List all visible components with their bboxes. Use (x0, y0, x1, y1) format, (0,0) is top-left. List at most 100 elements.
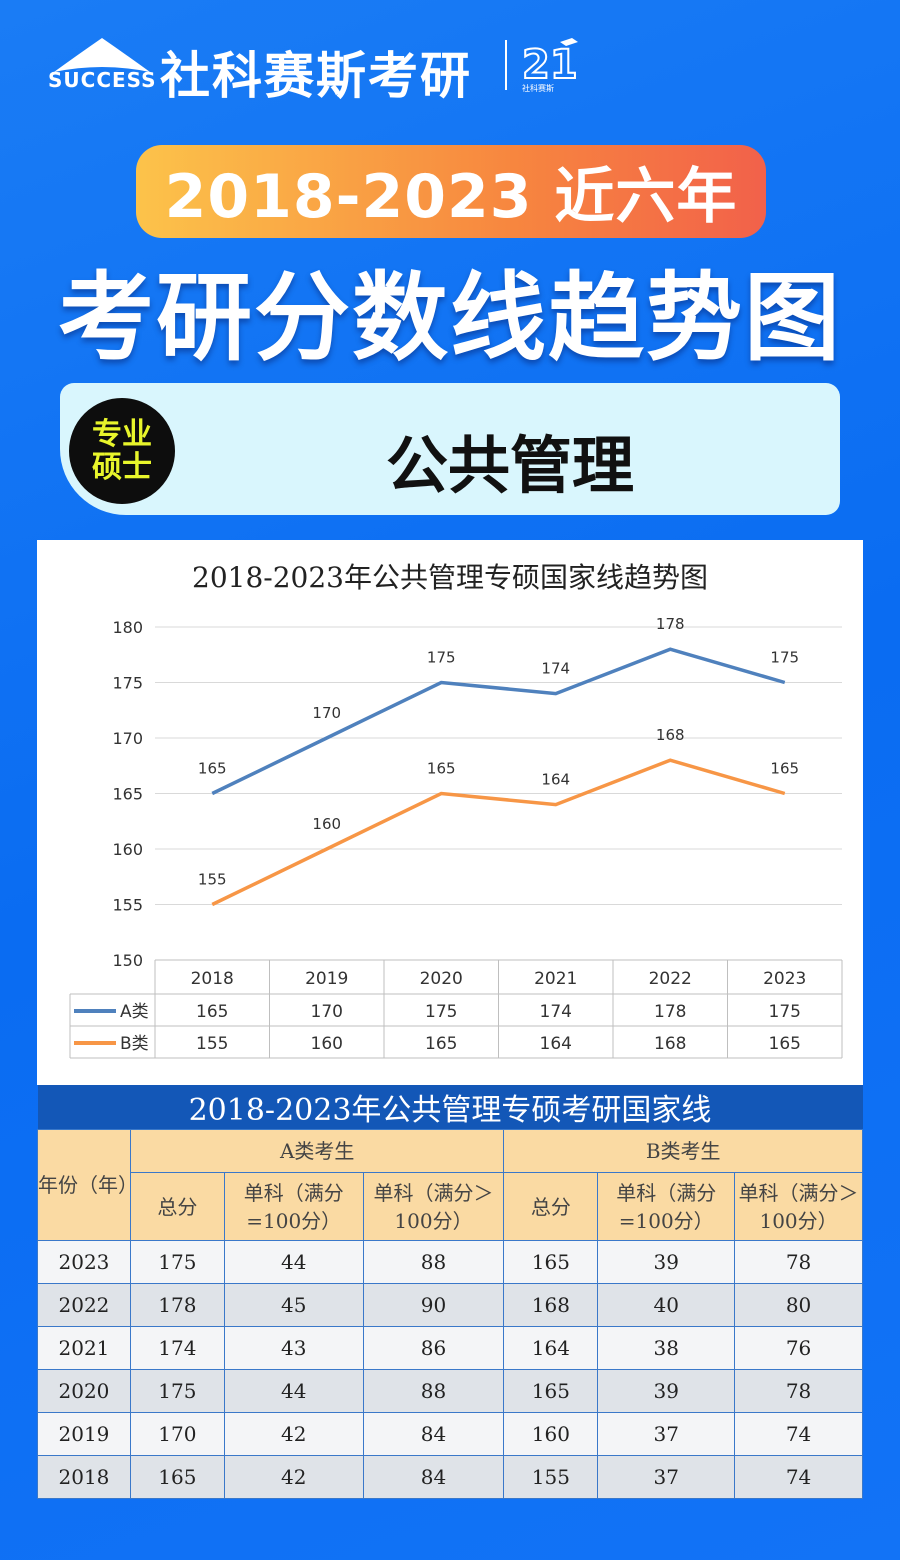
data-table-cell: 175 (769, 1002, 801, 1022)
sub-header: 单科（满分＞100分） (362, 1172, 505, 1241)
score-cell: 38 (597, 1326, 736, 1370)
data-label: 165 (770, 760, 799, 778)
data-table-cell: 170 (311, 1002, 343, 1022)
score-cell: 84 (362, 1455, 505, 1499)
score-cell: 174 (129, 1326, 225, 1370)
score-cell: 78 (734, 1240, 863, 1284)
score-cell: 37 (597, 1412, 736, 1456)
data-table-cell: 178 (654, 1002, 686, 1022)
year-cell: 2018 (37, 1455, 131, 1499)
divider (505, 40, 507, 90)
score-table: 2018-2023年公共管理专硕考研国家线 年份（年） A类考生 B类考生 总分… (37, 1085, 863, 1499)
score-cell: 90 (362, 1283, 505, 1327)
x-tick-label: 2018 (191, 969, 234, 989)
svg-text:21: 21 (522, 42, 578, 88)
success-logo-icon (54, 38, 150, 72)
x-tick-label: 2019 (305, 969, 348, 989)
sub-header: 总分 (503, 1172, 599, 1241)
series-line-a (211, 647, 786, 796)
score-cell: 42 (223, 1412, 364, 1456)
score-cell: 43 (223, 1326, 364, 1370)
series-line-b (211, 758, 786, 907)
page-title: 考研分数线趋势图 (58, 262, 842, 374)
score-cell: 42 (223, 1455, 364, 1499)
score-cell: 37 (597, 1455, 736, 1499)
data-table-cell: 168 (654, 1034, 686, 1054)
legend-label: A类 (120, 1002, 149, 1022)
score-cell: 44 (223, 1369, 364, 1413)
score-cell: 175 (129, 1240, 225, 1284)
group-b-header: B类考生 (503, 1129, 863, 1173)
data-table-cell: 160 (311, 1034, 343, 1054)
score-cell: 74 (734, 1455, 863, 1499)
score-cell: 88 (362, 1240, 505, 1284)
score-cell: 165 (129, 1455, 225, 1499)
y-tick-label: 150 (112, 951, 143, 970)
year-cell: 2019 (37, 1412, 131, 1456)
sub-header: 单科（满分＞100分） (734, 1172, 863, 1241)
y-tick-label: 165 (112, 785, 143, 804)
data-table-cell: 174 (540, 1002, 572, 1022)
x-tick-label: 2023 (763, 969, 806, 989)
score-cell: 88 (362, 1369, 505, 1413)
data-table-cell: 165 (769, 1034, 801, 1054)
y-tick-label: 180 (112, 618, 143, 637)
data-label: 175 (770, 649, 799, 667)
score-cell: 168 (503, 1283, 599, 1327)
data-table-cell: 165 (196, 1002, 228, 1022)
data-label: 174 (541, 660, 570, 678)
line-chart: 150 155 160 165 170 175 180 165 170 175 174 178 175 1… (69, 615, 843, 1059)
chart-title: 2018-2023年公共管理专硕国家线趋势图 (192, 561, 708, 594)
subject-banner (60, 383, 840, 515)
score-cell: 86 (362, 1326, 505, 1370)
table-row: 2023 175 44 88 165 39 78 (37, 1240, 863, 1284)
score-cell: 84 (362, 1412, 505, 1456)
data-table-cell: 175 (425, 1002, 457, 1022)
x-tick-label: 2021 (534, 969, 577, 989)
y-tick-label: 175 (112, 674, 143, 693)
score-cell: 165 (503, 1240, 599, 1284)
data-label: 155 (198, 871, 227, 889)
sub-header: 单科（满分=100分） (597, 1172, 736, 1241)
data-label: 160 (312, 815, 341, 833)
y-tick-label: 155 (112, 896, 143, 915)
y-tick-label: 160 (112, 840, 143, 859)
year-cell: 2020 (37, 1369, 131, 1413)
score-cell: 175 (129, 1369, 225, 1413)
data-label: 164 (541, 771, 570, 789)
score-cell: 76 (734, 1326, 863, 1370)
year-cell: 2022 (37, 1283, 131, 1327)
data-label: 168 (656, 726, 685, 744)
subject-name: 公共管理 (385, 429, 634, 502)
table-row: 2019 170 42 84 160 37 74 (37, 1412, 863, 1456)
badge-line2: 硕士 (92, 450, 152, 485)
data-label: 165 (198, 760, 227, 778)
table-row: 2022 178 45 90 168 40 80 (37, 1283, 863, 1327)
score-cell: 165 (503, 1369, 599, 1413)
score-cell: 160 (503, 1412, 599, 1456)
x-tick-label: 2022 (649, 969, 692, 989)
table-caption: 2018-2023年公共管理专硕考研国家线 (37, 1085, 863, 1130)
score-cell: 74 (734, 1412, 863, 1456)
x-tick-label: 2020 (420, 969, 463, 989)
data-label: 178 (656, 615, 685, 633)
legend-label: B类 (120, 1034, 149, 1054)
score-cell: 78 (734, 1369, 863, 1413)
sub-header: 总分 (129, 1172, 225, 1241)
brand-tagline: SUCCESS (48, 68, 157, 92)
score-cell: 40 (597, 1283, 736, 1327)
year-cell: 2021 (37, 1326, 131, 1370)
brand-name: 社科赛斯考研 (160, 47, 472, 105)
data-label: 175 (427, 649, 456, 667)
data-table-cell: 155 (196, 1034, 228, 1054)
table-row: 2020 175 44 88 165 39 78 (37, 1369, 863, 1413)
svg-text:社科赛斯: 社科赛斯 (522, 83, 554, 93)
table-row: 2021 174 43 86 164 38 76 (37, 1326, 863, 1370)
score-cell: 178 (129, 1283, 225, 1327)
score-cell: 164 (503, 1326, 599, 1370)
score-cell: 39 (597, 1240, 736, 1284)
score-cell: 44 (223, 1240, 364, 1284)
data-label: 165 (427, 760, 456, 778)
score-cell: 80 (734, 1283, 863, 1327)
